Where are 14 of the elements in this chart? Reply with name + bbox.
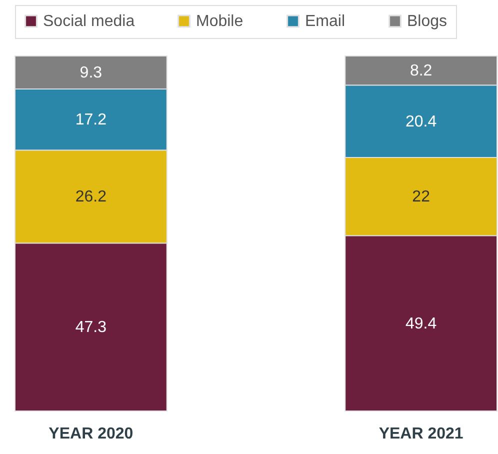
legend-label: Blogs	[407, 13, 448, 30]
data-label: 26.2	[75, 188, 107, 206]
data-label: 49.4	[406, 315, 437, 332]
legend-label: Mobile	[196, 13, 244, 30]
legend-label: Email	[305, 13, 346, 30]
data-label: 47.3	[75, 319, 107, 336]
data-label: 20.4	[406, 113, 437, 130]
data-label: 17.2	[75, 112, 107, 129]
x-tick-label: YEAR 2020	[48, 426, 134, 442]
data-label: 22	[412, 188, 430, 206]
data-label: 9.3	[80, 64, 102, 82]
legend-label: Social media	[43, 13, 135, 30]
x-tick-label: YEAR 2021	[378, 426, 464, 442]
data-label: 8.2	[410, 62, 432, 80]
